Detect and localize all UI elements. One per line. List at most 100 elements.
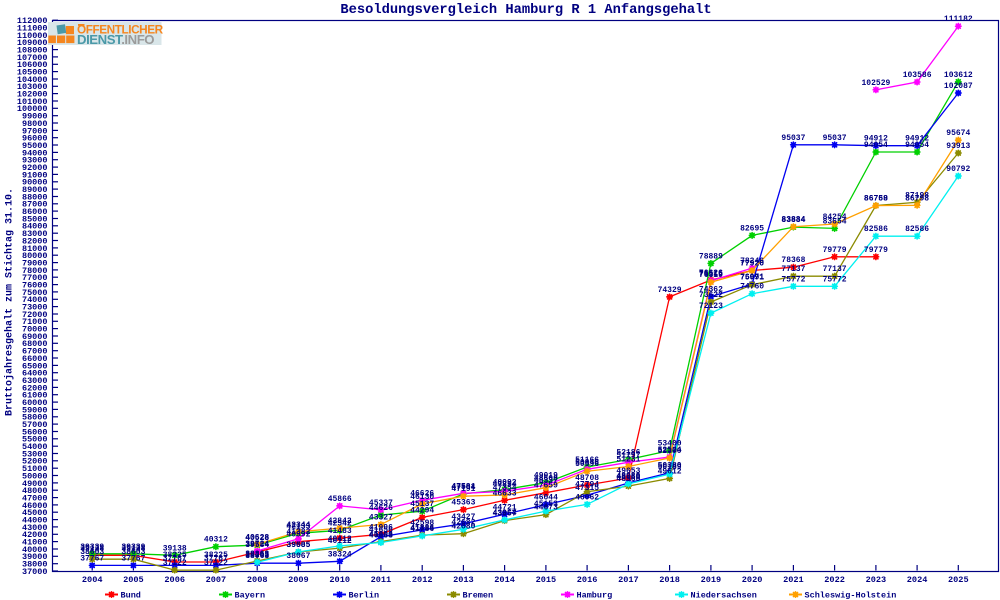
svg-text:78889: 78889 <box>699 252 723 261</box>
svg-text:37767: 37767 <box>163 554 187 563</box>
svg-text:46062: 46062 <box>575 493 599 502</box>
svg-text:47854: 47854 <box>493 480 517 489</box>
svg-text:74329: 74329 <box>658 286 682 295</box>
svg-text:82695: 82695 <box>740 224 764 233</box>
svg-text:92000: 92000 <box>22 163 48 173</box>
svg-text:38603: 38603 <box>121 548 145 557</box>
svg-text:50000: 50000 <box>22 471 48 481</box>
svg-text:63000: 63000 <box>22 376 48 386</box>
svg-text:86769: 86769 <box>864 195 888 204</box>
svg-text:2024: 2024 <box>907 575 928 585</box>
svg-text:91000: 91000 <box>22 170 48 180</box>
svg-text:39339: 39339 <box>80 543 104 552</box>
svg-text:86798: 86798 <box>905 194 929 203</box>
svg-text:47315: 47315 <box>575 484 599 493</box>
svg-text:67000: 67000 <box>22 347 48 357</box>
svg-text:Bayern: Bayern <box>235 591 266 600</box>
svg-text:39724: 39724 <box>245 540 269 549</box>
svg-text:73622: 73622 <box>699 291 723 300</box>
svg-text:37122: 37122 <box>204 559 228 568</box>
svg-text:76071: 76071 <box>740 273 764 282</box>
svg-text:41483: 41483 <box>328 527 352 536</box>
svg-text:2019: 2019 <box>701 575 722 585</box>
svg-text:104000: 104000 <box>17 75 48 85</box>
svg-text:103000: 103000 <box>17 82 48 92</box>
svg-text:96000: 96000 <box>22 134 48 144</box>
svg-text:50380: 50380 <box>658 462 682 471</box>
svg-text:42598: 42598 <box>410 519 434 528</box>
svg-text:94912: 94912 <box>905 135 929 144</box>
svg-text:2022: 2022 <box>824 575 845 585</box>
svg-text:2013: 2013 <box>453 575 474 585</box>
svg-text:50596: 50596 <box>575 460 599 469</box>
svg-text:93913: 93913 <box>946 142 970 151</box>
svg-text:2020: 2020 <box>742 575 763 585</box>
svg-text:41886: 41886 <box>410 524 434 533</box>
svg-text:2015: 2015 <box>536 575 557 585</box>
svg-text:75772: 75772 <box>823 275 847 284</box>
svg-text:Hamburg: Hamburg <box>577 591 613 600</box>
svg-text:51797: 51797 <box>616 451 640 460</box>
svg-text:95037: 95037 <box>781 134 805 143</box>
svg-text:48560: 48560 <box>616 475 640 484</box>
svg-text:45153: 45153 <box>534 500 558 509</box>
svg-text:47191: 47191 <box>451 485 475 494</box>
svg-text:40412: 40412 <box>328 535 352 544</box>
svg-text:2005: 2005 <box>123 575 144 585</box>
svg-text:47000: 47000 <box>22 494 48 504</box>
svg-text:76626: 76626 <box>699 269 723 278</box>
svg-text:72000: 72000 <box>22 310 48 320</box>
svg-text:100000: 100000 <box>17 104 48 114</box>
svg-text:39584: 39584 <box>245 541 269 550</box>
svg-text:60000: 60000 <box>22 398 48 408</box>
svg-text:94912: 94912 <box>864 135 888 144</box>
svg-text:42080: 42080 <box>451 523 475 532</box>
svg-text:Bremen: Bremen <box>463 591 494 600</box>
svg-text:46044: 46044 <box>534 494 558 503</box>
svg-text:72123: 72123 <box>699 302 723 311</box>
svg-text:88000: 88000 <box>22 192 48 202</box>
svg-text:111182: 111182 <box>944 15 973 24</box>
svg-text:81000: 81000 <box>22 244 48 254</box>
svg-text:43000: 43000 <box>22 523 48 533</box>
svg-text:44626: 44626 <box>369 504 393 513</box>
svg-text:102529: 102529 <box>861 79 890 88</box>
svg-text:71000: 71000 <box>22 317 48 327</box>
svg-text:48668: 48668 <box>534 474 558 483</box>
svg-text:46633: 46633 <box>493 489 517 498</box>
svg-text:102000: 102000 <box>17 90 48 100</box>
svg-text:45866: 45866 <box>328 495 352 504</box>
svg-text:38363: 38363 <box>245 550 269 559</box>
svg-text:53400: 53400 <box>658 440 682 449</box>
svg-text:2012: 2012 <box>412 575 433 585</box>
svg-text:DIENST.INFO: DIENST.INFO <box>77 32 154 47</box>
svg-text:77000: 77000 <box>22 273 48 283</box>
svg-text:43427: 43427 <box>451 513 475 522</box>
svg-text:77920: 77920 <box>740 260 764 269</box>
svg-text:110000: 110000 <box>17 31 48 41</box>
svg-text:56000: 56000 <box>22 427 48 437</box>
svg-text:41786: 41786 <box>410 525 434 534</box>
svg-text:94000: 94000 <box>22 148 48 158</box>
svg-text:48980: 48980 <box>616 472 640 481</box>
svg-text:38203: 38203 <box>245 551 269 560</box>
svg-text:2021: 2021 <box>783 575 804 585</box>
svg-text:55000: 55000 <box>22 435 48 445</box>
svg-text:75991: 75991 <box>740 274 764 283</box>
svg-text:105000: 105000 <box>17 68 48 78</box>
svg-text:75772: 75772 <box>781 275 805 284</box>
svg-text:47504: 47504 <box>451 483 475 492</box>
svg-text:106000: 106000 <box>17 60 48 70</box>
svg-text:38067: 38067 <box>286 552 310 561</box>
svg-text:49000: 49000 <box>22 479 48 489</box>
svg-text:101000: 101000 <box>17 97 48 107</box>
svg-text:41000: 41000 <box>22 538 48 548</box>
svg-text:42682: 42682 <box>451 518 475 527</box>
svg-text:50846: 50846 <box>575 458 599 467</box>
svg-text:98000: 98000 <box>22 119 48 129</box>
svg-text:94054: 94054 <box>905 141 929 150</box>
svg-text:41656: 41656 <box>369 526 393 535</box>
svg-text:76515: 76515 <box>699 270 723 279</box>
svg-text:49612: 49612 <box>658 467 682 476</box>
svg-text:48000: 48000 <box>22 486 48 496</box>
